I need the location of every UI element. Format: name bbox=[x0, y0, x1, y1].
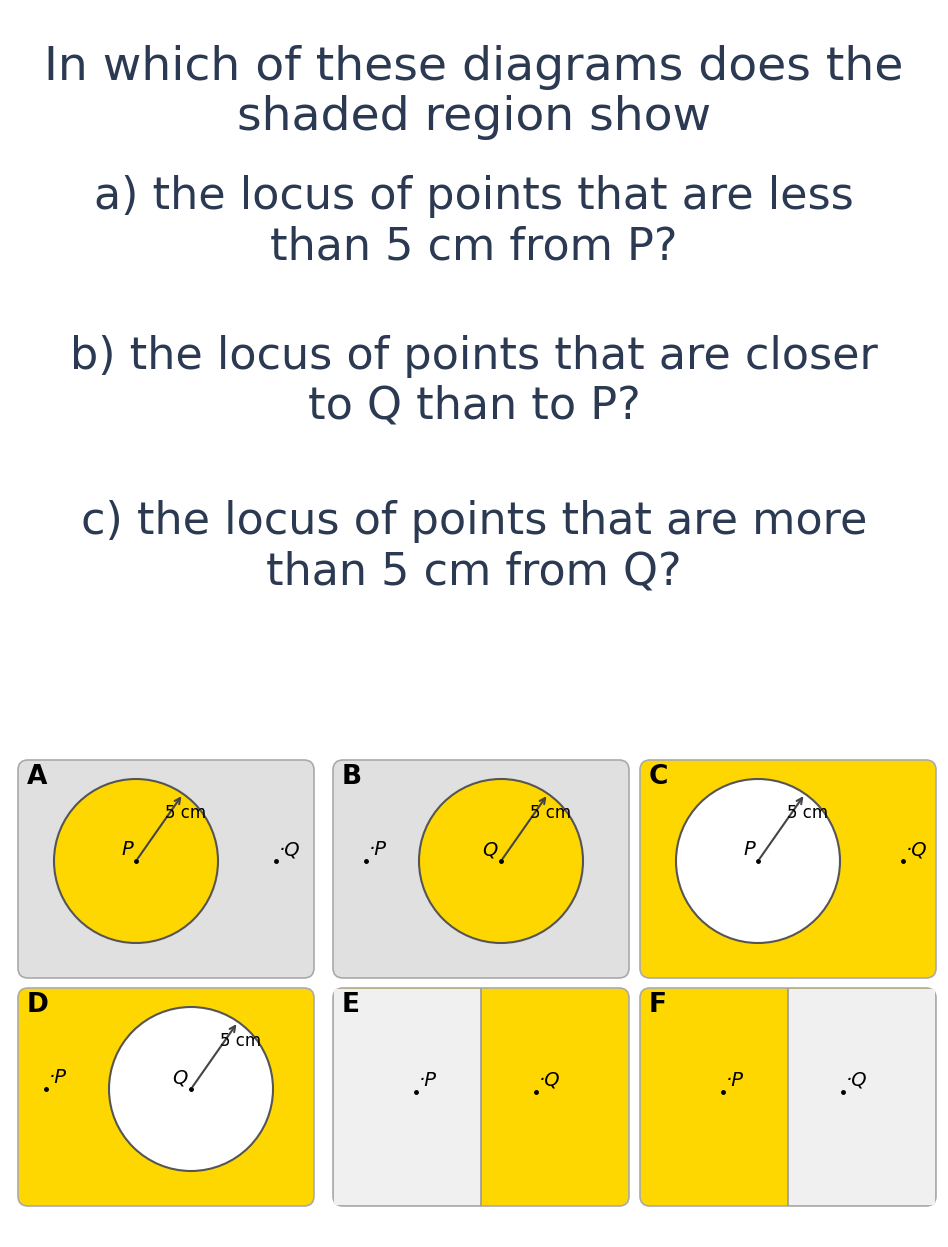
Text: ·Q: ·Q bbox=[539, 1071, 560, 1090]
Text: shaded region show: shaded region show bbox=[237, 95, 711, 140]
Circle shape bbox=[54, 779, 218, 943]
FancyBboxPatch shape bbox=[18, 988, 314, 1206]
FancyBboxPatch shape bbox=[333, 759, 629, 978]
Text: Q: Q bbox=[483, 840, 498, 859]
Text: C: C bbox=[649, 764, 668, 791]
Text: ·Q: ·Q bbox=[906, 840, 928, 859]
Text: In which of these diagrams does the: In which of these diagrams does the bbox=[45, 45, 903, 90]
Text: ·P: ·P bbox=[726, 1071, 744, 1090]
Circle shape bbox=[676, 779, 840, 943]
Bar bbox=[788, 989, 935, 1205]
Text: to Q than to P?: to Q than to P? bbox=[307, 385, 641, 428]
Circle shape bbox=[109, 1008, 273, 1171]
Text: than 5 cm from P?: than 5 cm from P? bbox=[270, 224, 678, 268]
Bar bbox=[334, 989, 481, 1205]
Text: ·P: ·P bbox=[369, 840, 387, 859]
Text: 5 cm: 5 cm bbox=[165, 804, 206, 822]
Text: E: E bbox=[342, 993, 360, 1018]
Text: D: D bbox=[27, 993, 49, 1018]
Text: ·Q: ·Q bbox=[846, 1071, 867, 1090]
Text: ·P: ·P bbox=[419, 1071, 437, 1090]
Text: 5 cm: 5 cm bbox=[530, 804, 571, 822]
Text: than 5 cm from Q?: than 5 cm from Q? bbox=[266, 550, 682, 594]
FancyBboxPatch shape bbox=[640, 759, 936, 978]
Text: P: P bbox=[743, 840, 755, 859]
Text: ·P: ·P bbox=[49, 1067, 67, 1087]
Text: b) the locus of points that are closer: b) the locus of points that are closer bbox=[70, 335, 878, 378]
FancyBboxPatch shape bbox=[640, 988, 936, 1206]
Text: a) the locus of points that are less: a) the locus of points that are less bbox=[94, 175, 854, 218]
Text: B: B bbox=[342, 764, 362, 791]
Text: F: F bbox=[649, 993, 667, 1018]
Text: P: P bbox=[121, 840, 133, 859]
Text: 5 cm: 5 cm bbox=[220, 1033, 261, 1050]
FancyBboxPatch shape bbox=[18, 759, 314, 978]
Text: c) the locus of points that are more: c) the locus of points that are more bbox=[81, 500, 867, 542]
Text: A: A bbox=[27, 764, 47, 791]
Text: 5 cm: 5 cm bbox=[787, 804, 828, 822]
FancyBboxPatch shape bbox=[333, 988, 629, 1206]
Text: ·Q: ·Q bbox=[279, 840, 301, 859]
Text: Q: Q bbox=[173, 1067, 188, 1087]
Circle shape bbox=[419, 779, 583, 943]
